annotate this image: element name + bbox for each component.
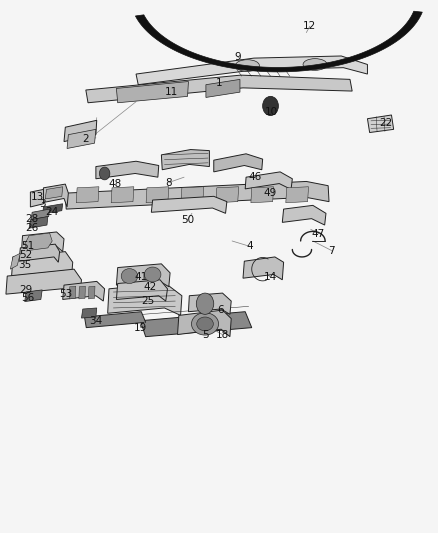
Text: 41: 41 (134, 272, 148, 282)
Text: 5: 5 (202, 329, 208, 340)
Polygon shape (76, 187, 99, 203)
Polygon shape (117, 264, 170, 287)
Ellipse shape (303, 59, 327, 70)
Text: 22: 22 (379, 118, 392, 128)
Polygon shape (64, 120, 97, 142)
Text: 9: 9 (234, 52, 240, 61)
Polygon shape (25, 290, 42, 302)
Polygon shape (161, 150, 209, 169)
Polygon shape (146, 187, 169, 203)
Polygon shape (42, 184, 68, 207)
Text: 24: 24 (46, 207, 59, 217)
Polygon shape (29, 216, 48, 228)
Polygon shape (243, 257, 284, 280)
Polygon shape (117, 82, 188, 103)
Polygon shape (81, 308, 97, 318)
Polygon shape (86, 75, 352, 103)
Polygon shape (30, 189, 43, 207)
Polygon shape (31, 209, 49, 220)
Text: 34: 34 (89, 316, 102, 326)
Polygon shape (151, 196, 227, 213)
Polygon shape (45, 187, 63, 199)
Polygon shape (11, 253, 20, 269)
Polygon shape (117, 280, 167, 301)
Polygon shape (181, 187, 204, 203)
Ellipse shape (197, 317, 213, 331)
Circle shape (263, 96, 279, 116)
Text: 7: 7 (328, 246, 335, 255)
Polygon shape (136, 56, 367, 85)
Polygon shape (108, 284, 182, 316)
Text: 35: 35 (18, 261, 32, 270)
Text: 50: 50 (181, 215, 194, 225)
Text: 10: 10 (265, 107, 278, 117)
Polygon shape (25, 233, 52, 251)
Text: 51: 51 (21, 241, 35, 251)
Circle shape (196, 293, 214, 314)
Text: 3: 3 (39, 199, 46, 209)
Text: 14: 14 (264, 272, 277, 282)
Ellipse shape (121, 269, 138, 284)
Text: 4: 4 (246, 241, 253, 251)
Text: 13: 13 (31, 192, 44, 203)
Polygon shape (19, 244, 60, 262)
Polygon shape (6, 269, 81, 294)
Text: 19: 19 (134, 322, 147, 333)
Polygon shape (206, 79, 240, 98)
Text: 48: 48 (109, 179, 122, 189)
Ellipse shape (235, 60, 259, 71)
Polygon shape (283, 205, 326, 225)
Text: 29: 29 (19, 286, 33, 295)
Text: 18: 18 (216, 329, 229, 340)
Text: 11: 11 (164, 87, 177, 97)
Text: 1: 1 (215, 78, 223, 88)
Polygon shape (214, 154, 263, 172)
Text: 53: 53 (59, 289, 72, 299)
Text: 28: 28 (25, 214, 39, 224)
Text: 8: 8 (166, 177, 172, 188)
Text: 26: 26 (25, 223, 39, 233)
Text: 42: 42 (143, 282, 157, 292)
Polygon shape (69, 286, 76, 299)
Polygon shape (21, 232, 64, 252)
Polygon shape (63, 281, 105, 301)
Polygon shape (67, 130, 96, 149)
Polygon shape (286, 187, 308, 203)
Polygon shape (251, 187, 274, 203)
Ellipse shape (145, 267, 161, 282)
Polygon shape (111, 187, 134, 203)
Text: 47: 47 (312, 229, 325, 239)
Polygon shape (42, 204, 63, 214)
Text: 49: 49 (264, 188, 277, 198)
Ellipse shape (191, 313, 219, 335)
Text: 25: 25 (141, 296, 155, 306)
Polygon shape (12, 252, 73, 278)
Polygon shape (177, 310, 231, 337)
Text: 56: 56 (21, 293, 35, 303)
Polygon shape (135, 11, 422, 72)
Polygon shape (88, 286, 95, 299)
Polygon shape (141, 312, 252, 337)
Polygon shape (79, 286, 85, 299)
Polygon shape (85, 312, 146, 328)
Polygon shape (96, 161, 159, 179)
Polygon shape (245, 172, 292, 189)
Text: 6: 6 (217, 305, 224, 315)
Polygon shape (367, 115, 394, 133)
Text: 2: 2 (82, 134, 89, 144)
Circle shape (99, 167, 110, 180)
Polygon shape (188, 293, 231, 314)
Polygon shape (65, 181, 329, 209)
Text: 52: 52 (19, 250, 33, 260)
Text: 12: 12 (303, 21, 316, 31)
Polygon shape (216, 187, 239, 203)
Text: 46: 46 (248, 172, 261, 182)
